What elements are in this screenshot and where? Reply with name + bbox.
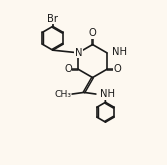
Text: O: O [113, 64, 121, 74]
Text: N: N [74, 48, 82, 58]
Text: NH: NH [112, 47, 127, 57]
Text: O: O [64, 64, 72, 74]
Text: Br: Br [47, 14, 58, 24]
Text: NH: NH [101, 89, 116, 99]
Text: O: O [89, 28, 97, 38]
Text: CH₃: CH₃ [54, 90, 71, 99]
